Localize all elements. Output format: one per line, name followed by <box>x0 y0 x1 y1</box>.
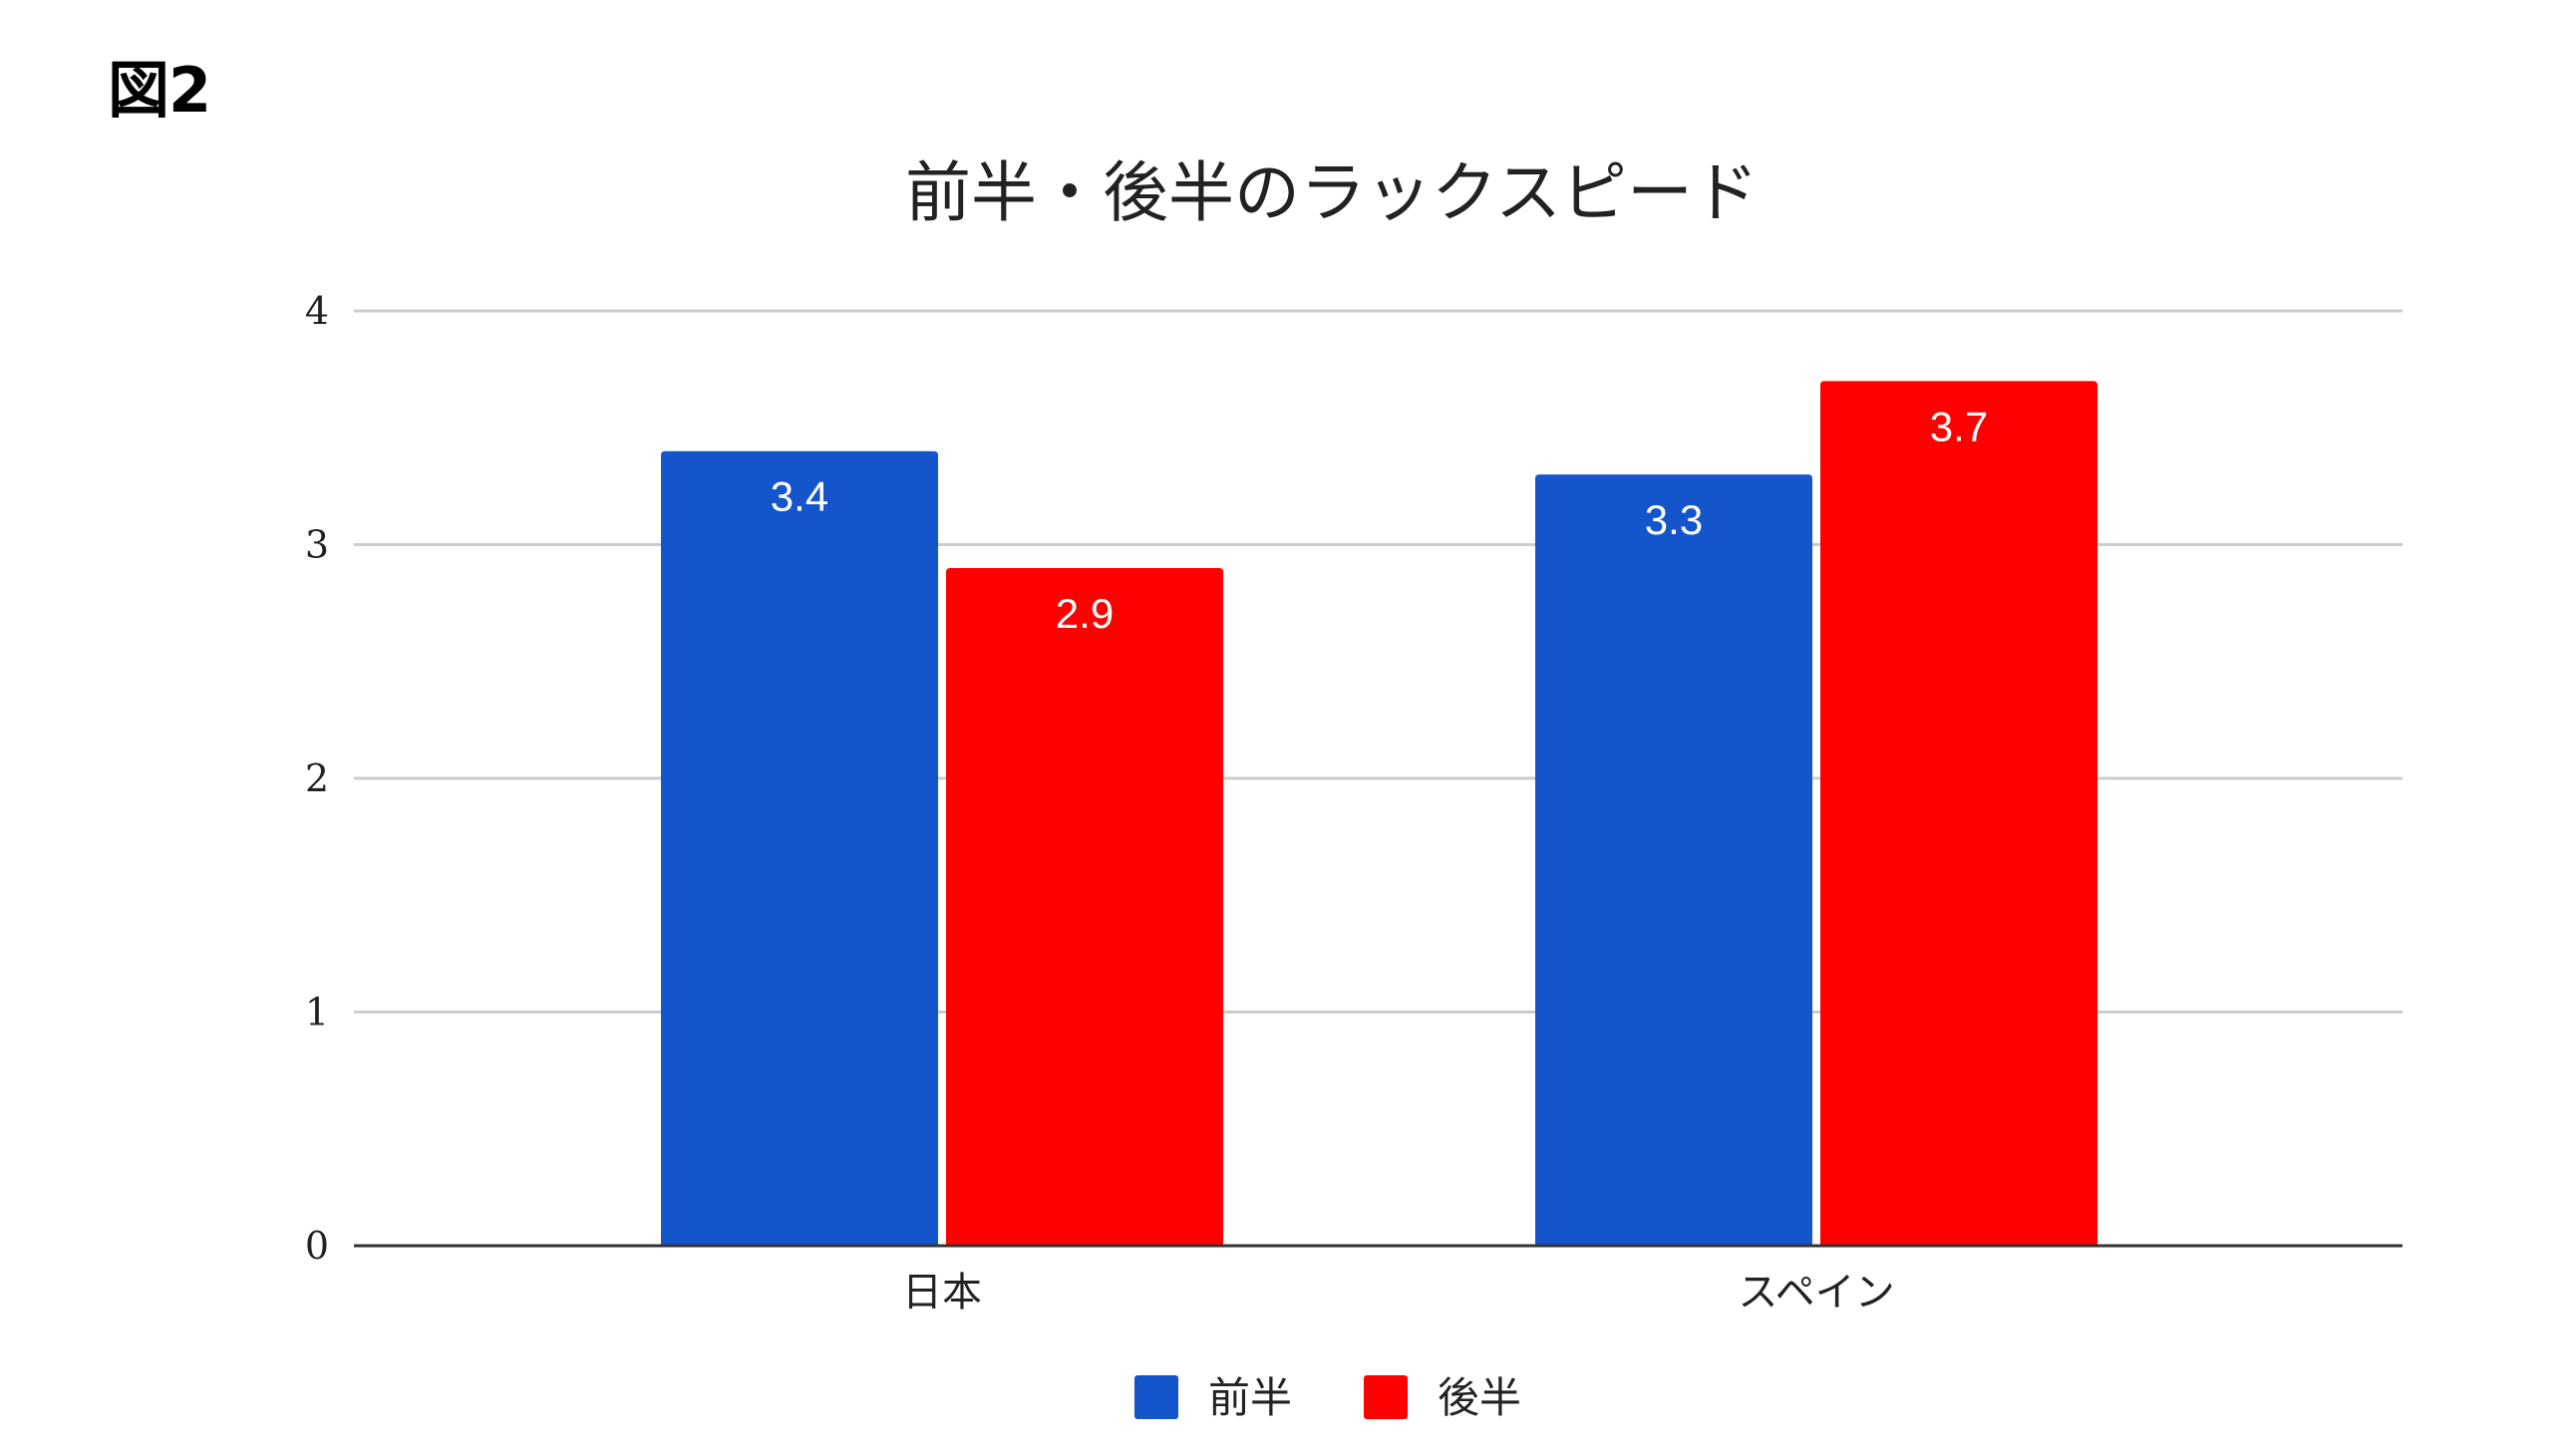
bar <box>661 450 938 1246</box>
data-label: 2.9 <box>1056 590 1114 637</box>
legend-label: 後半 <box>1438 1373 1521 1422</box>
bar <box>946 567 1223 1246</box>
axes: 0 1 2 3 4 日本 スペイン <box>305 289 2403 1315</box>
y-tick-label: 0 <box>305 1224 329 1268</box>
y-tick-label: 4 <box>305 289 329 333</box>
bar <box>1535 474 1812 1246</box>
legend-label: 前半 <box>1208 1373 1292 1422</box>
legend: 前半 後半 <box>1134 1373 1521 1422</box>
data-label: 3.7 <box>1930 403 1988 449</box>
x-tick-label: 日本 <box>902 1270 982 1315</box>
data-label: 3.4 <box>771 473 828 520</box>
legend-swatch <box>1364 1375 1408 1419</box>
y-tick-label: 1 <box>305 991 329 1034</box>
x-tick-label: スペイン <box>1738 1270 1894 1315</box>
figure-label: 図2 <box>108 54 211 127</box>
bars: 3.4 2.9 3.3 3.7 <box>661 381 2097 1247</box>
bar <box>1820 381 2097 1247</box>
data-label: 3.3 <box>1645 496 1703 543</box>
legend-swatch <box>1134 1375 1178 1419</box>
y-tick-label: 3 <box>305 523 329 567</box>
y-tick-label: 2 <box>305 756 329 800</box>
chart-title: 前半・後半のラックスピード <box>905 154 1759 231</box>
